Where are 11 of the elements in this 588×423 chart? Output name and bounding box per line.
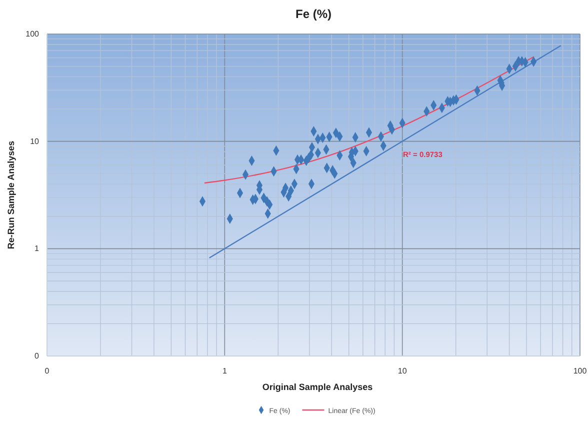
y-tick-label: 1 — [34, 244, 40, 254]
x-tick-label: 1 — [222, 366, 228, 376]
y-axis-title: Re-Run Sample Analyses — [6, 140, 16, 250]
chart-title: Fe (%) — [296, 7, 332, 21]
x-axis-title: Original Sample Analyses — [262, 382, 373, 392]
y-tick-label: 0 — [34, 352, 40, 361]
y-tick-label: 100 — [26, 30, 40, 39]
x-tick-label: 100 — [573, 366, 588, 376]
x-tick-label: 10 — [398, 366, 408, 376]
x-tick-label: 0 — [44, 366, 50, 376]
y-tick-label: 10 — [30, 136, 40, 146]
